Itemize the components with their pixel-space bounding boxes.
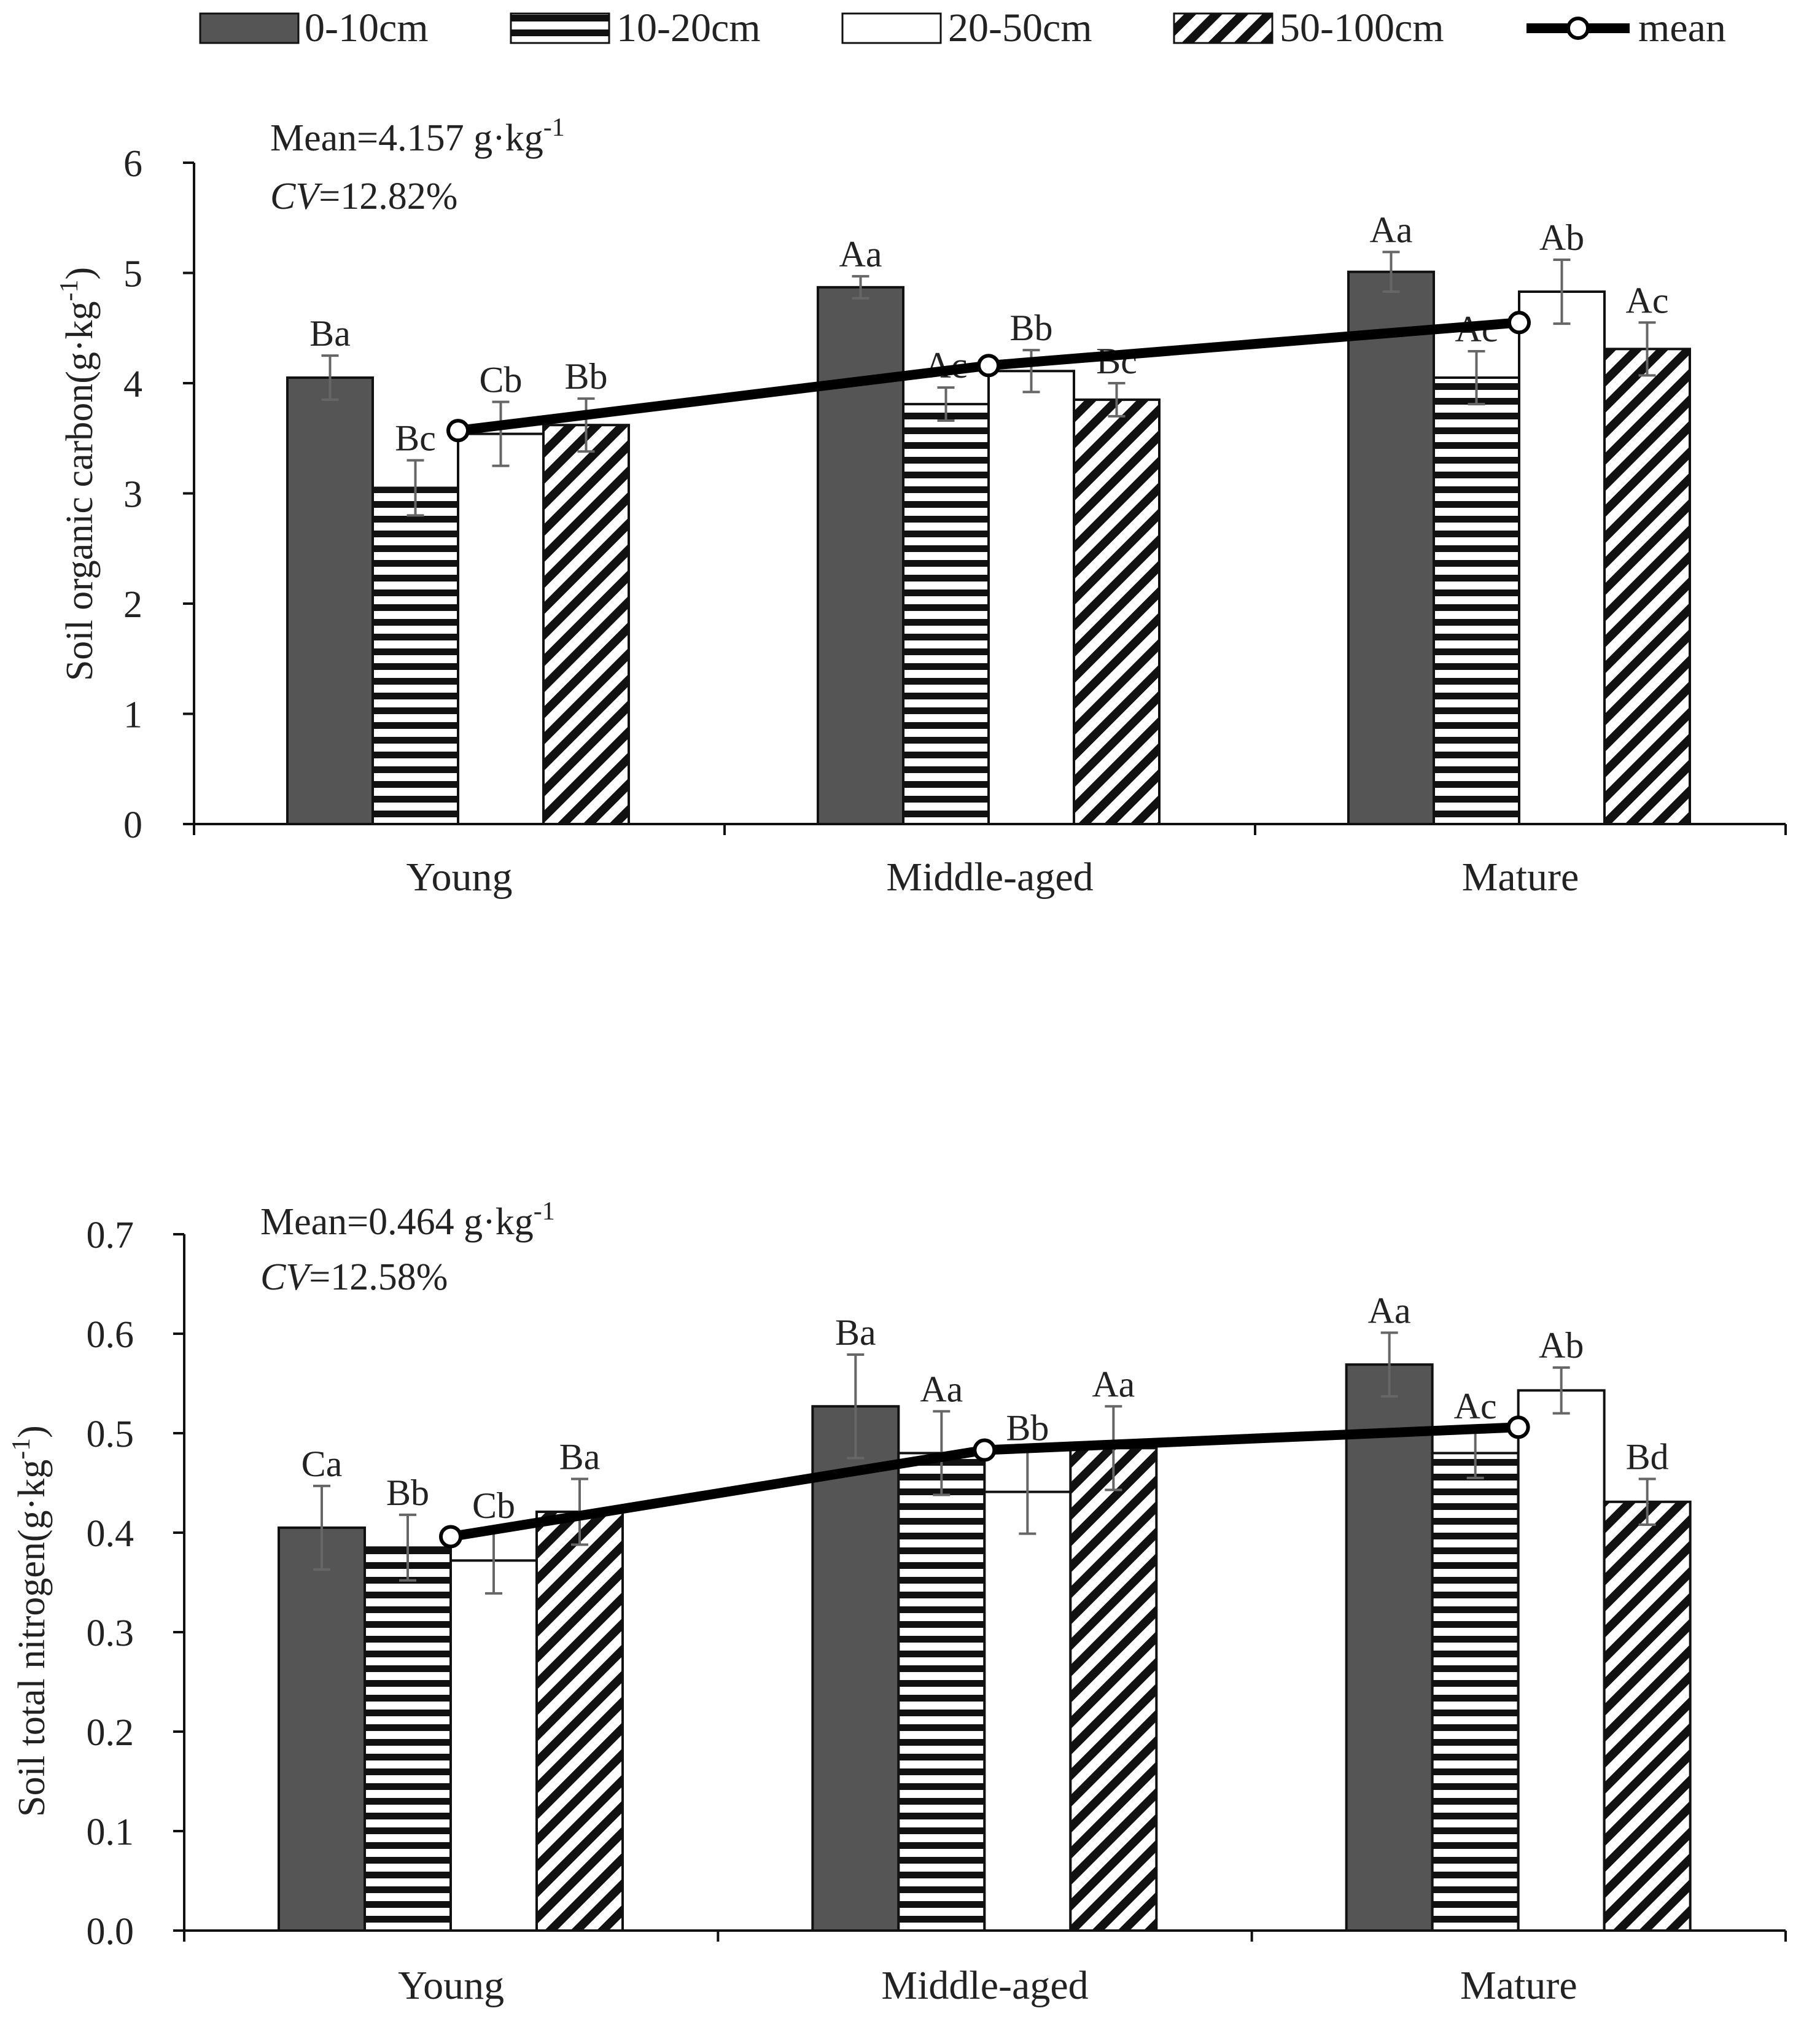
legend-swatch-50-100cm — [1173, 12, 1274, 44]
stn-significance-label: Bb — [1006, 1408, 1049, 1449]
soc-significance-label: Cb — [479, 360, 522, 400]
stn-bar-20-50cm-young — [449, 1559, 538, 1932]
stn-bar-0-10cm-mature — [1345, 1363, 1434, 1932]
legend: 0-10cm 10-20cm 20-50cm 50-100cm mean — [199, 6, 1726, 50]
stn-y-tick-label: 0.3 — [87, 1612, 134, 1654]
stn-mean-marker — [1506, 1415, 1530, 1439]
soc-significance-label: Bb — [1009, 308, 1052, 348]
stn-y-axis-title: Soil total nitrogen(g·kg-1) — [7, 1425, 53, 1817]
stn-significance-label: Aa — [920, 1369, 963, 1409]
legend-label-0-10cm: 0-10cm — [305, 6, 429, 50]
stn-x-tick-label: Middle-aged — [881, 1963, 1088, 2008]
stn-bar-10-20cm-mature — [1431, 1452, 1520, 1932]
stn-bar-0-10cm-young — [278, 1526, 366, 1932]
soc-bar-50-100cm-mature — [1603, 348, 1691, 825]
soc-bar-20-50cm-young — [457, 432, 545, 825]
stn-y-tick-label: 0.1 — [87, 1811, 134, 1853]
stn-significance-label: Bb — [386, 1472, 429, 1513]
soc-mean-marker — [977, 354, 1000, 378]
stn-y-tick-label: 0.0 — [87, 1911, 134, 1953]
soc-bar-10-20cm-young — [371, 486, 459, 825]
soc-bar-0-10cm-young — [286, 376, 374, 825]
legend-swatch-20-50cm — [841, 12, 942, 44]
stn-bar-10-20cm-middle-aged — [897, 1452, 986, 1932]
soc-bar-50-100cm-middle-aged — [1073, 398, 1161, 825]
stn-y-tick-label: 0.4 — [87, 1513, 134, 1555]
soc-bar-0-10cm-mature — [1347, 270, 1435, 825]
stn-y-tick-label: 0.7 — [87, 1215, 134, 1256]
soc-bar-50-100cm-young — [542, 424, 630, 825]
stn-bar-50-100cm-mature — [1603, 1500, 1692, 1932]
stn-significance-label: Aa — [1092, 1364, 1135, 1404]
stn-bar-10-20cm-young — [364, 1546, 452, 1932]
soc-significance-label: Bc — [395, 418, 436, 459]
soc-mean-marker — [446, 419, 470, 443]
stn-significance-label: Cb — [472, 1485, 515, 1526]
stn-significance-label: Ac — [1454, 1386, 1497, 1426]
stn-y-tick-label: 0.6 — [87, 1314, 134, 1356]
stn-y-tick-label: 0.2 — [87, 1712, 134, 1754]
soc-y-axis-title: Soil organic carbon(g·kg-1) — [55, 267, 101, 681]
stn-significance-label: Ab — [1539, 1325, 1584, 1366]
soc-stat-cv: CV=12.82% — [270, 176, 457, 217]
soc-y-tick-label: 1 — [123, 694, 142, 736]
soc-y-tick-label: 5 — [123, 254, 142, 295]
stn-y-tick-label: 0.5 — [87, 1414, 134, 1455]
soc-significance-label: Ac — [1626, 280, 1669, 321]
soc-bar-0-10cm-middle-aged — [817, 286, 904, 825]
soc-y-tick-label: 3 — [123, 474, 142, 516]
stn-significance-label: Aa — [1368, 1290, 1411, 1331]
stn-bar-20-50cm-middle-aged — [983, 1490, 1072, 1932]
soc-bar-10-20cm-middle-aged — [902, 403, 990, 825]
soc-bar-20-50cm-middle-aged — [987, 370, 1075, 825]
stn-mean-marker — [439, 1525, 462, 1549]
soc-significance-label: Bb — [564, 356, 607, 397]
soc-y-tick-label: 6 — [123, 143, 142, 185]
legend-label-mean: mean — [1638, 6, 1726, 50]
stn-x-tick-label: Mature — [1460, 1963, 1577, 2008]
stn-stat-cv: CV=12.58% — [260, 1256, 448, 1298]
stn-x-tick-label: Young — [398, 1963, 504, 2008]
soc-y-tick-label: 0 — [123, 804, 142, 846]
stn-mean-marker — [973, 1438, 997, 1462]
soc-significance-label: Ab — [1539, 217, 1584, 258]
legend-label-20-50cm: 20-50cm — [948, 6, 1092, 50]
stn-significance-label: Ba — [559, 1437, 601, 1477]
stn-significance-label: Ba — [835, 1312, 876, 1353]
soc-y-tick-label: 2 — [123, 584, 142, 626]
legend-swatch-0-10cm — [199, 12, 300, 44]
soc-stat-mean: Mean=4.157 g·kg-1 — [270, 114, 565, 159]
stn-bar-20-50cm-mature — [1517, 1389, 1606, 1932]
soc-x-tick-label: Young — [406, 855, 512, 900]
soc-y-tick-label: 4 — [123, 364, 142, 405]
soc-bar-20-50cm-mature — [1518, 290, 1606, 825]
soc-x-tick-label: Middle-aged — [886, 855, 1093, 900]
stn-bar-50-100cm-young — [535, 1510, 624, 1932]
soc-x-tick-label: Mature — [1462, 855, 1579, 900]
stn-significance-label: Bd — [1626, 1437, 1669, 1477]
stn-significance-label: Ca — [301, 1444, 343, 1484]
stn-bar-0-10cm-middle-aged — [811, 1405, 900, 1932]
soc-significance-label: Ba — [309, 313, 351, 354]
stn-stat-mean: Mean=0.464 g·kg-1 — [260, 1197, 555, 1243]
stn-bar-50-100cm-middle-aged — [1069, 1447, 1158, 1932]
soc-mean-marker — [1507, 311, 1531, 335]
soc-significance-label: Aa — [1370, 209, 1413, 250]
legend-label-50-100cm: 50-100cm — [1280, 6, 1444, 50]
stn-chart: Ca Bb Cb Ba Young Ba Aa Bb Aa Middle-aged Aa Ac Ab Bd… — [7, 1197, 1787, 2008]
soc-significance-label: Aa — [839, 234, 882, 274]
legend-swatch-mean-marker — [1566, 17, 1590, 40]
legend-label-10-20cm: 10-20cm — [616, 6, 761, 50]
legend-swatch-10-20cm — [510, 12, 610, 44]
soc-bar-10-20cm-mature — [1433, 376, 1520, 825]
